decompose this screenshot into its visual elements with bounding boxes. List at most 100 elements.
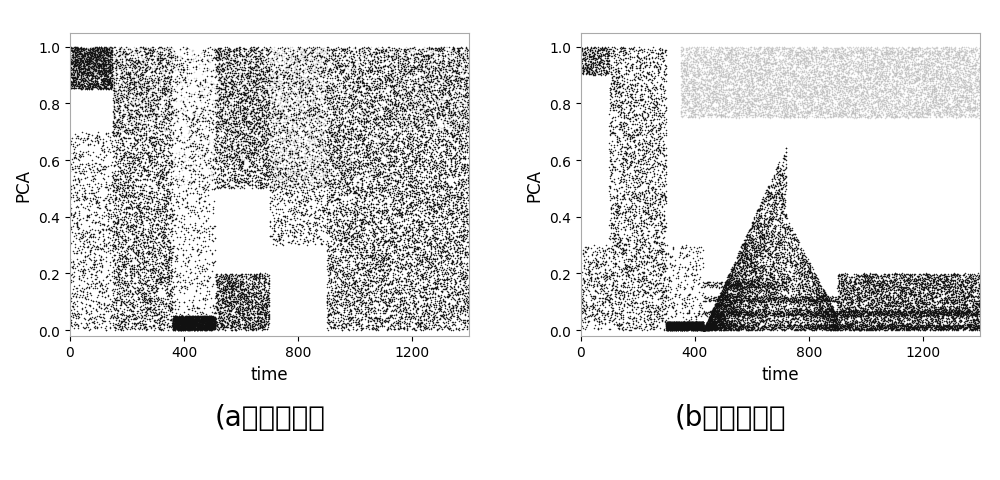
Point [235, 53, 251, 60]
Point [172, 322, 188, 330]
Point [845, 320, 861, 327]
Point [870, 76, 886, 84]
Point [382, 112, 398, 120]
Point [751, 248, 767, 256]
Point [772, 85, 788, 93]
Point [767, 279, 783, 287]
Point [619, 84, 635, 92]
Point [65, 82, 81, 90]
Point [425, 72, 441, 79]
Point [240, 113, 256, 121]
Point [703, 114, 719, 121]
Point [602, 120, 618, 127]
Point [343, 166, 359, 173]
Point [633, 217, 649, 225]
Point [964, 81, 980, 89]
Point [133, 183, 149, 191]
Point [65, 51, 81, 59]
Point [632, 247, 648, 254]
Point [648, 99, 664, 107]
Point [241, 275, 257, 282]
Point [342, 79, 358, 86]
Point [675, 97, 691, 105]
Point [253, 181, 269, 189]
Point [106, 184, 122, 192]
Point [712, 298, 728, 306]
Point [75, 268, 91, 276]
Point [268, 138, 284, 146]
Point [794, 90, 810, 97]
Point [177, 318, 193, 326]
Point [95, 64, 111, 72]
Point [258, 279, 274, 287]
Point [309, 158, 325, 166]
Point [398, 243, 414, 251]
Point [829, 97, 845, 105]
Point [78, 149, 94, 156]
Point [955, 280, 971, 288]
Point [128, 74, 144, 82]
Point [79, 85, 95, 93]
Point [155, 162, 171, 170]
Point [837, 324, 853, 332]
Point [744, 225, 760, 233]
Point [750, 77, 766, 85]
Point [931, 298, 947, 305]
Point [212, 100, 228, 108]
Point [934, 311, 950, 319]
Point [416, 216, 432, 223]
Point [590, 257, 606, 265]
Point [121, 313, 137, 321]
Point [807, 309, 823, 316]
Point [693, 324, 709, 332]
Point [708, 65, 724, 72]
Point [586, 55, 602, 63]
Point [117, 173, 133, 181]
Point [259, 152, 275, 160]
Point [69, 59, 85, 67]
Point [777, 307, 793, 314]
Point [842, 91, 858, 98]
Point [907, 271, 923, 279]
Point [824, 312, 840, 320]
Point [790, 324, 806, 332]
Point [586, 60, 602, 68]
Point [780, 310, 796, 317]
Point [226, 63, 242, 71]
Point [772, 86, 788, 94]
Point [656, 228, 672, 235]
Point [404, 326, 420, 334]
Point [643, 117, 659, 124]
Point [650, 142, 666, 149]
Point [445, 57, 461, 64]
Point [830, 282, 846, 290]
Point [290, 180, 306, 188]
Point [833, 322, 849, 330]
Point [885, 302, 901, 310]
Point [389, 142, 405, 150]
Point [848, 66, 864, 74]
Point [221, 72, 237, 80]
Point [440, 171, 456, 179]
Point [116, 208, 132, 216]
Point [636, 314, 652, 322]
Point [635, 157, 651, 165]
Point [815, 108, 831, 116]
Point [697, 326, 713, 334]
Point [686, 322, 702, 329]
Point [197, 320, 213, 327]
Point [843, 90, 859, 97]
Point [911, 307, 927, 314]
Point [697, 83, 713, 91]
Point [108, 77, 124, 84]
Point [936, 270, 952, 278]
Point [900, 66, 916, 74]
Point [733, 308, 749, 316]
Point [73, 71, 89, 78]
Point [733, 269, 749, 277]
Point [193, 248, 209, 256]
Point [112, 223, 128, 231]
Point [741, 68, 757, 75]
Point [821, 70, 837, 77]
Point [436, 315, 452, 323]
